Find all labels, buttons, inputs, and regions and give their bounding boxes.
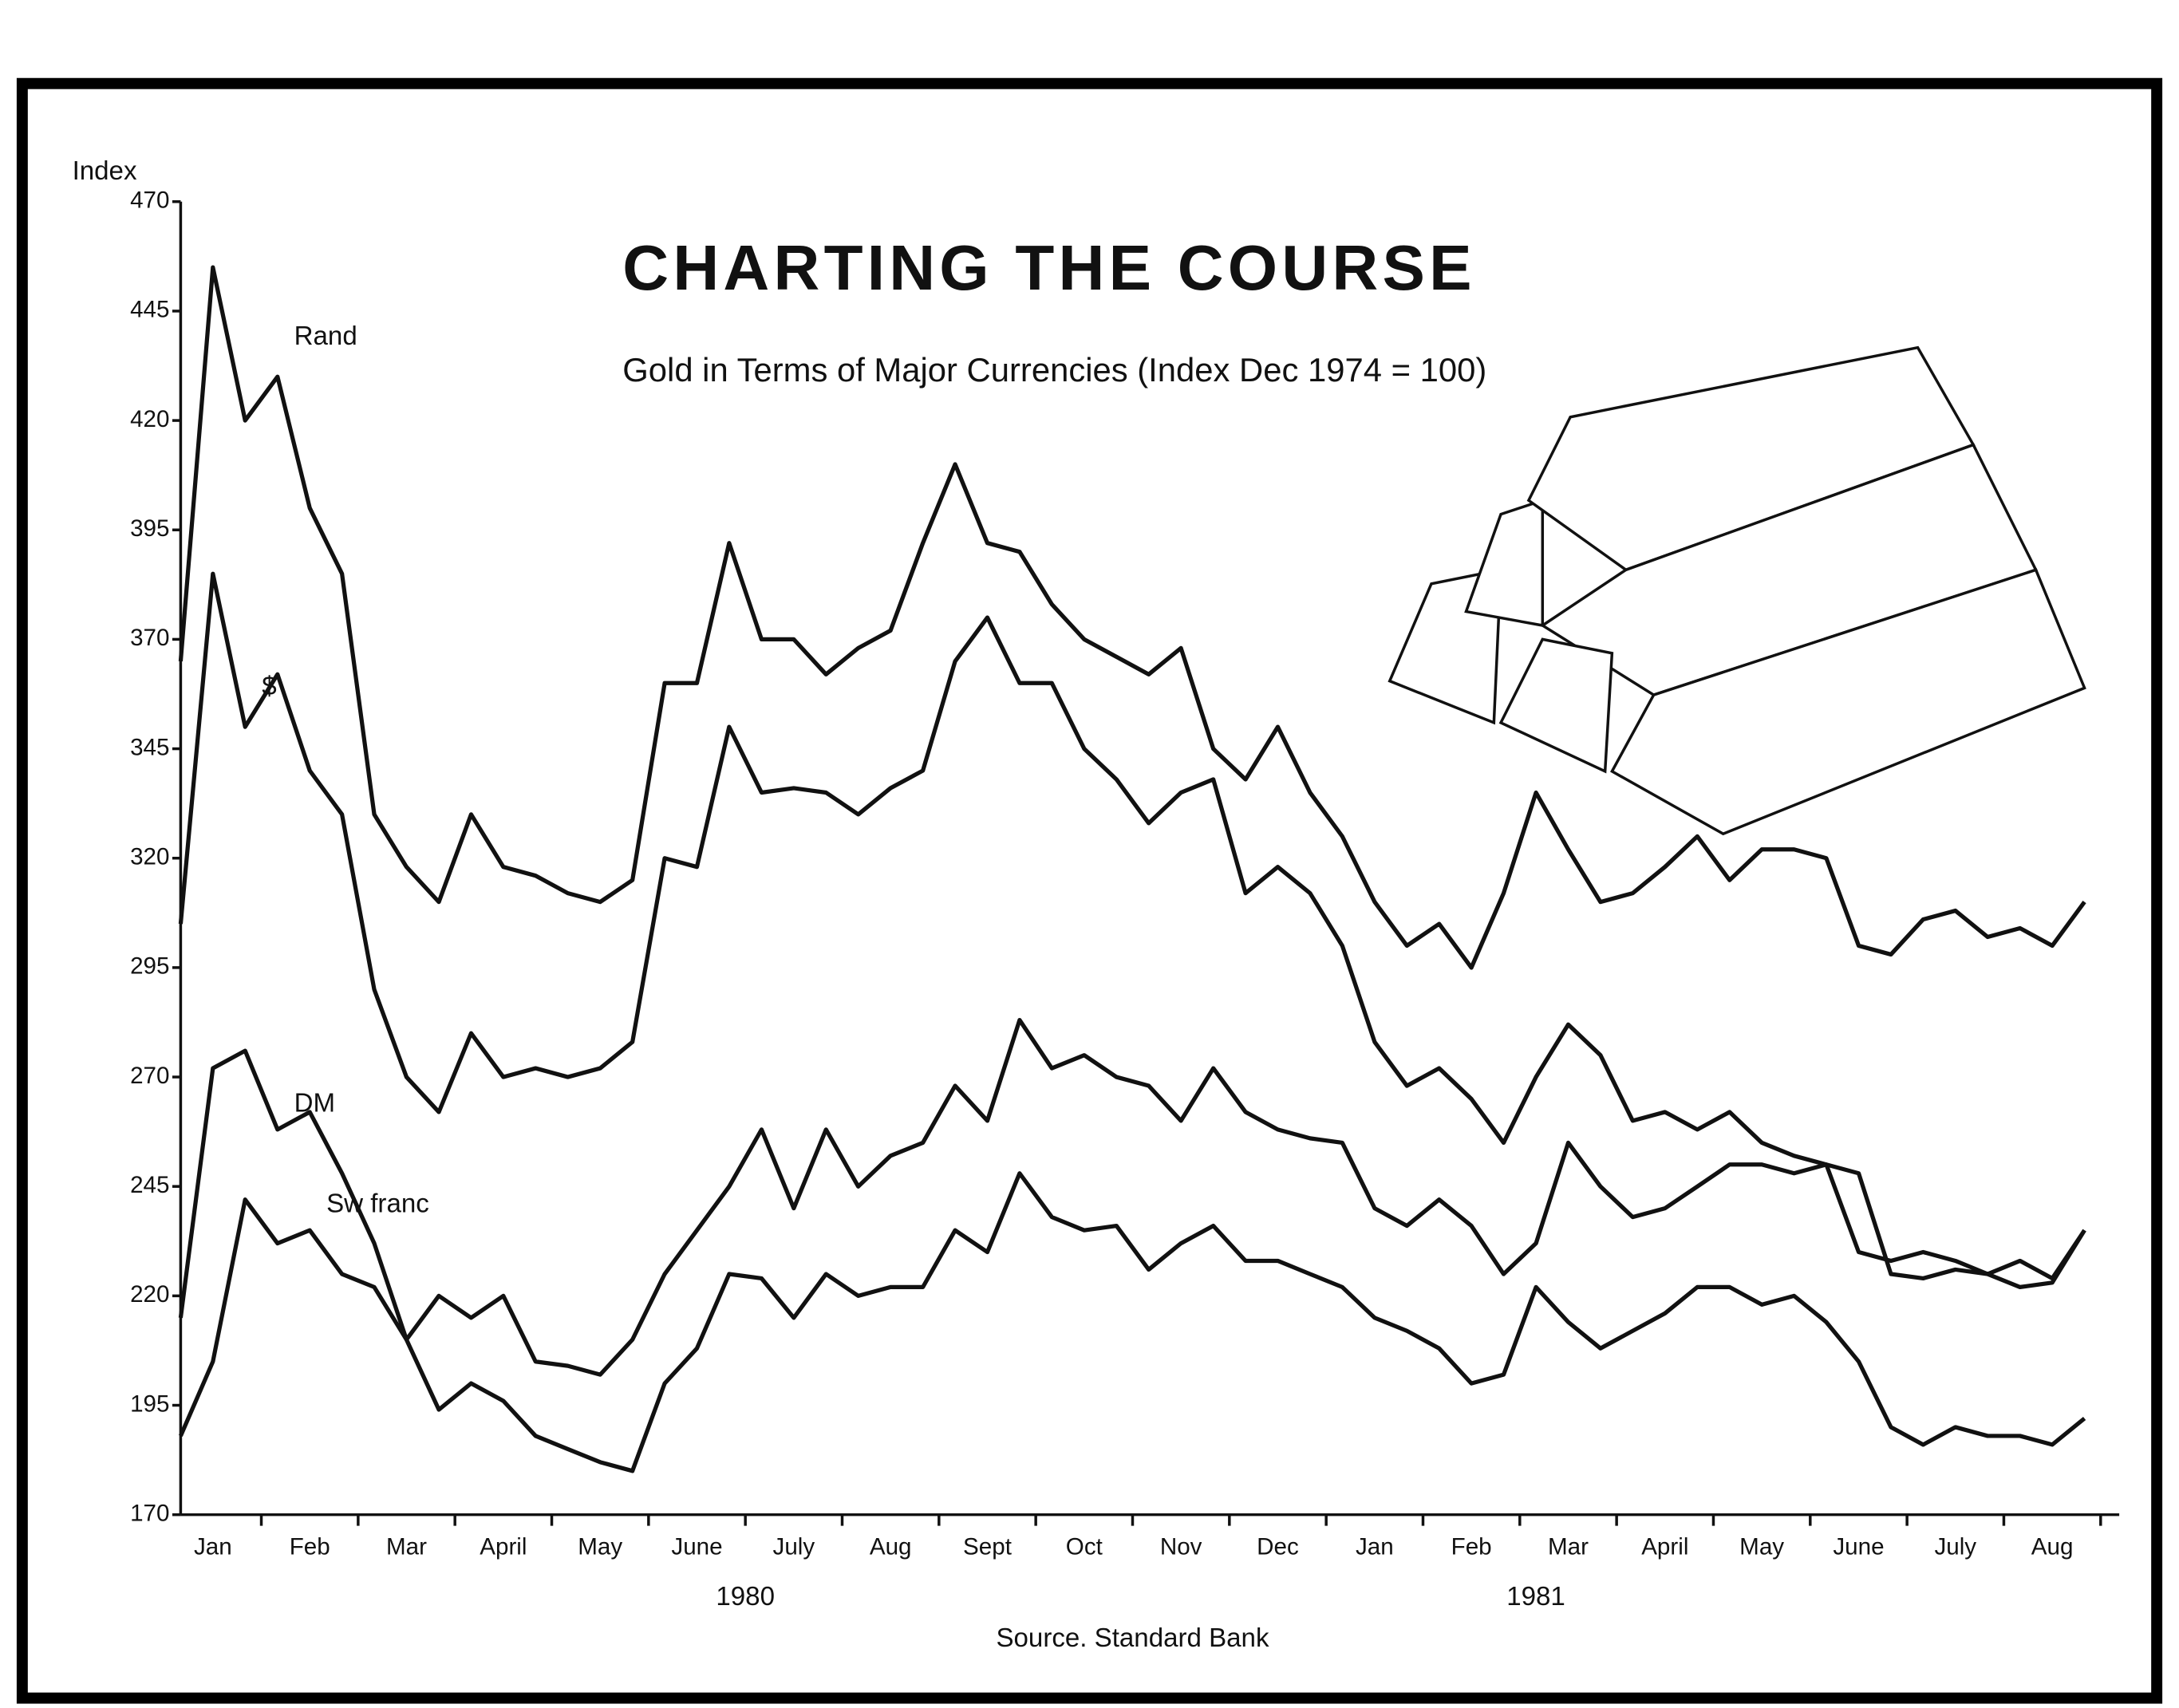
series-line [178, 1018, 2086, 1377]
x-tick-label: May [578, 1533, 622, 1560]
frame [16, 77, 2163, 1704]
series-line [178, 265, 2086, 970]
x-tick-label: Jan [194, 1533, 232, 1560]
y-tick-label: 245 [130, 1172, 169, 1198]
year-label: 1980 [716, 1582, 775, 1611]
y-tick-label: 420 [130, 406, 169, 432]
y-axis-label: Index [73, 156, 137, 186]
year-label: 1981 [1506, 1582, 1565, 1611]
x-tick-label: Mar [1548, 1533, 1589, 1560]
x-tick-label: Aug [870, 1533, 912, 1560]
x-tick-label: Oct [1066, 1533, 1103, 1560]
x-tick-label: July [1934, 1533, 1976, 1560]
y-tick-label: 295 [130, 953, 169, 980]
gold-bars [1388, 345, 2086, 836]
source-note: Source. Standard Bank [996, 1623, 1269, 1653]
x-tick-label: Dec [1257, 1533, 1299, 1560]
y-tick-label: 220 [130, 1281, 169, 1308]
y-tick-label: 345 [130, 734, 169, 760]
x-tick-label: July [773, 1533, 815, 1560]
y-tick-label: 445 [130, 297, 169, 323]
y-tick-label: 370 [130, 625, 169, 651]
x-tick-label: June [1833, 1533, 1884, 1560]
series-label: Rand [294, 321, 357, 351]
chart-title: CHARTING THE COURSE [622, 231, 1476, 303]
series-line [179, 1171, 2086, 1473]
x-tick-label: May [1739, 1533, 1784, 1560]
y-tick-label: 320 [130, 844, 169, 870]
x-tick-label: April [480, 1533, 527, 1560]
series-line [178, 571, 2086, 1281]
y-tick-label: 470 [130, 187, 169, 214]
x-tick-label: Aug [2031, 1533, 2074, 1560]
x-tick-label: Feb [290, 1533, 330, 1560]
y-tick-label: 270 [130, 1063, 169, 1089]
series-label: DM [294, 1088, 335, 1118]
x-tick-label: Jan [1356, 1533, 1394, 1560]
x-tick-label: Sept [963, 1533, 1012, 1560]
y-tick-label: 170 [130, 1500, 169, 1526]
y-tick-label: 395 [130, 515, 169, 542]
x-tick-label: Feb [1451, 1533, 1492, 1560]
x-tick-label: Mar [386, 1533, 427, 1560]
x-tick-label: Nov [1160, 1533, 1202, 1560]
x-tick-label: June [671, 1533, 722, 1560]
chart-subtitle: Gold in Terms of Major Currencies (Index… [622, 351, 1486, 389]
series-label: Sw franc [326, 1189, 429, 1218]
series-label: $ [262, 672, 276, 701]
y-tick-label: 195 [130, 1390, 169, 1417]
x-tick-label: April [1641, 1533, 1688, 1560]
